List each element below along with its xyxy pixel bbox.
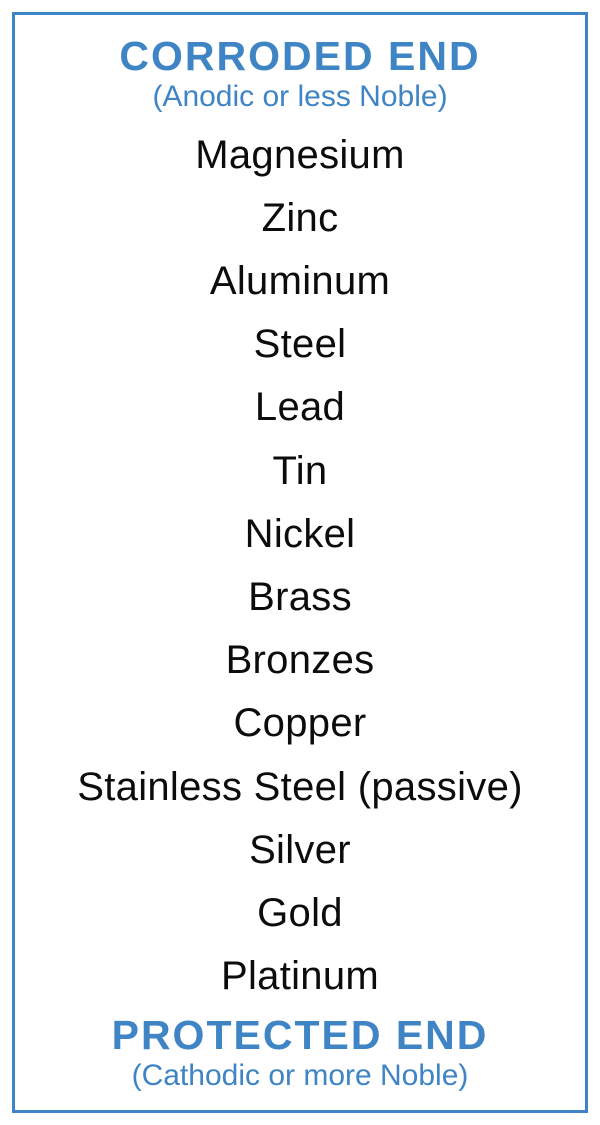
metal-item: Nickel	[245, 513, 356, 555]
metal-item: Steel	[254, 323, 347, 365]
metals-list: Magnesium Zinc Aluminum Steel Lead Tin N…	[25, 113, 575, 1014]
metal-item: Platinum	[221, 955, 379, 997]
metal-item: Zinc	[262, 197, 339, 239]
corroded-end-title: CORRODED END	[119, 35, 480, 78]
metal-item: Bronzes	[226, 639, 375, 681]
protected-end-title: PROTECTED END	[112, 1014, 489, 1057]
metal-item: Lead	[255, 386, 345, 428]
metal-item: Magnesium	[195, 134, 404, 176]
metal-item: Aluminum	[210, 260, 390, 302]
metal-item: Brass	[248, 576, 352, 618]
metal-item: Stainless Steel (passive)	[77, 766, 522, 808]
metal-item: Copper	[234, 702, 367, 744]
corroded-end-subtitle: (Anodic or less Noble)	[152, 80, 447, 113]
metal-item: Silver	[249, 829, 351, 871]
protected-end-subtitle: (Cathodic or more Noble)	[132, 1059, 469, 1092]
metal-item: Tin	[273, 450, 328, 492]
galvanic-series-frame: CORRODED END (Anodic or less Noble) Magn…	[12, 12, 588, 1113]
metal-item: Gold	[257, 892, 343, 934]
